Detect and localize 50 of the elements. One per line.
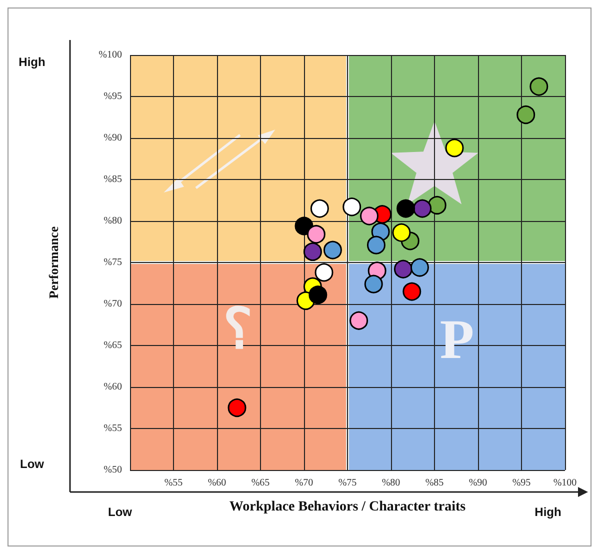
x-axis-title: Workplace Behaviors / Character traits	[229, 500, 466, 514]
point	[342, 198, 362, 216]
point	[410, 258, 429, 277]
point	[428, 196, 446, 214]
y-tick-label: %85	[104, 174, 122, 185]
y-tick-label: %70	[104, 298, 122, 310]
point	[360, 206, 378, 226]
y-tick-label: %50	[104, 464, 122, 476]
y-tick-label: %100	[98, 50, 122, 60]
x-tick-label: %95	[512, 478, 531, 488]
x-tick-label: %65	[251, 478, 270, 488]
x-tick-label: %85	[425, 478, 444, 488]
y-tick-label: %90	[104, 132, 122, 144]
x-tick-label: %80	[382, 478, 400, 488]
point	[306, 225, 326, 244]
x-tick-label: %60	[208, 478, 226, 488]
point	[396, 199, 416, 218]
text: Low	[108, 505, 133, 519]
point	[314, 263, 334, 282]
y-tick-label: %95	[104, 91, 122, 102]
y-tick-label: %80	[104, 216, 122, 226]
y-tick-label: %60	[104, 382, 122, 392]
x-tick-label: %100	[553, 478, 577, 488]
text: High	[18, 55, 46, 69]
x-tick-label: %70	[294, 478, 314, 488]
y-axis-title: Performance	[46, 226, 61, 299]
point	[392, 223, 411, 242]
y-tick-label: %65	[104, 340, 122, 351]
point	[366, 236, 386, 254]
x-tick-label: %55	[164, 478, 183, 488]
y-tick-label: %55	[104, 423, 122, 434]
point	[228, 398, 246, 417]
point	[413, 199, 432, 218]
text: High	[534, 505, 562, 519]
point	[445, 138, 464, 158]
point	[364, 274, 383, 294]
point	[402, 282, 422, 301]
point	[350, 311, 368, 330]
point	[310, 199, 329, 218]
point	[394, 260, 412, 278]
point	[294, 216, 314, 236]
point	[530, 77, 548, 96]
text: Low	[20, 457, 45, 471]
point	[323, 240, 342, 260]
point	[308, 286, 328, 304]
point	[516, 106, 536, 124]
point	[303, 242, 322, 261]
x-tick-label: %90	[468, 478, 488, 488]
x-tick-label: %75	[338, 478, 357, 488]
y-tick-label: %75	[104, 257, 122, 268]
